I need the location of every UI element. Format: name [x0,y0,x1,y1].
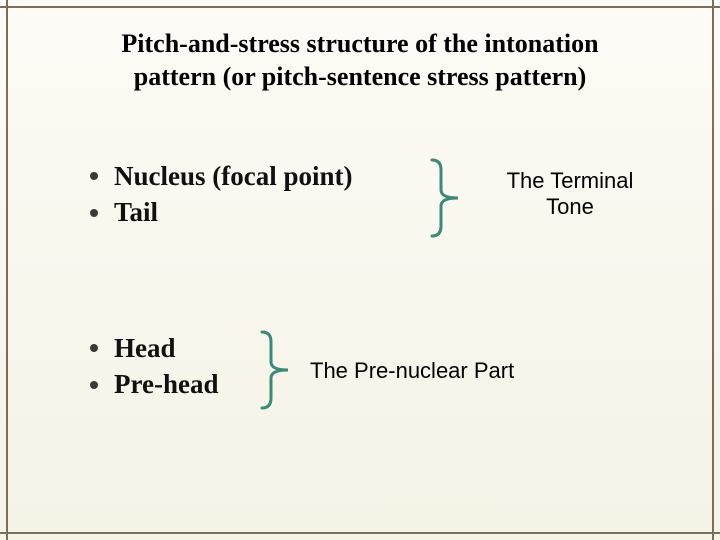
group-prenuclear: Head Pre-head The Pre-nuclear Part [0,330,720,403]
annotation-terminal-tone: The Terminal Tone [470,168,670,221]
bullet-icon [90,172,98,180]
bullet-text: Tail [114,194,158,230]
title-line-2: pattern (or pitch-sentence stress patter… [134,62,587,91]
bullet-icon [90,209,98,217]
group-terminal-tone: Nucleus (focal point) Tail The Terminal … [0,158,720,231]
annotation-prenuclear: The Pre-nuclear Part [310,358,610,384]
bullet-text: Nucleus (focal point) [114,158,353,194]
bullet-icon [90,344,98,352]
bullet-icon [90,381,98,389]
slide-title: Pitch-and-stress structure of the intona… [0,0,720,103]
annotation-line: Tone [546,194,594,219]
bullet-text: Pre-head [114,366,218,402]
bullet-text: Head [114,330,176,366]
annotation-text: The Pre-nuclear Part [310,358,514,383]
annotation-line: The Terminal [507,168,634,193]
title-line-1: Pitch-and-stress structure of the intona… [121,29,598,58]
